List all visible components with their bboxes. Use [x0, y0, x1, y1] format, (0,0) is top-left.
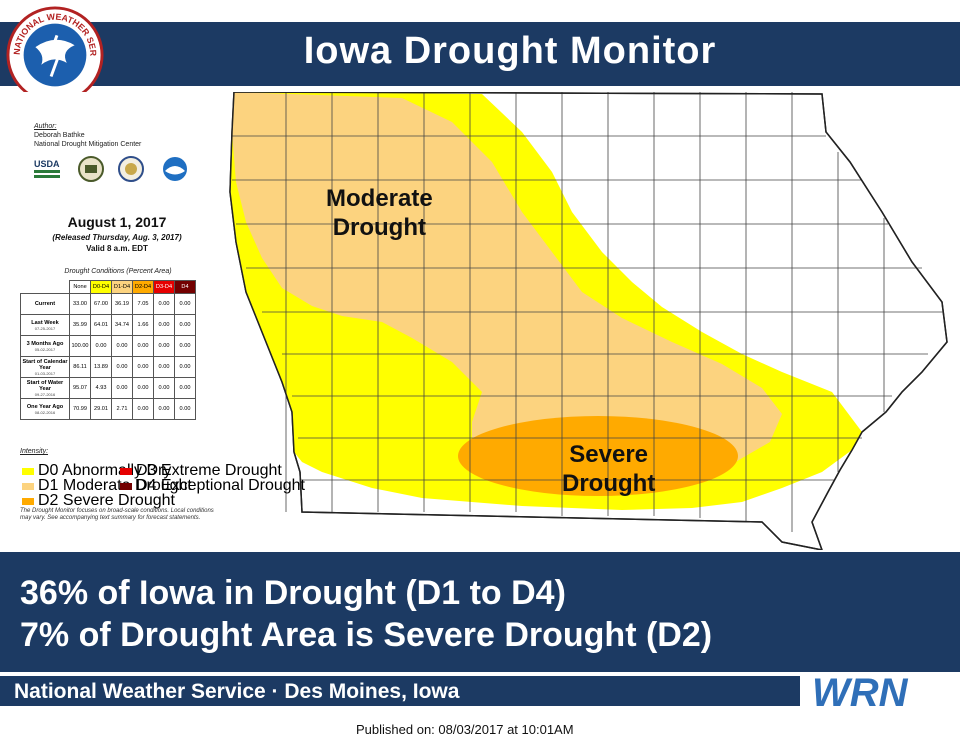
svg-text:USDA: USDA	[34, 159, 60, 169]
summary-band	[0, 552, 960, 672]
table-row: Current 33.00 67.00 36.19 7.05 0.00 0.00	[20, 293, 196, 315]
table-cell: 29.01	[90, 398, 112, 420]
legend-note: The Drought Monitor focuses on broad-sca…	[20, 508, 214, 521]
table-cell: 0.00	[153, 293, 175, 315]
table-row: One Year Ago 08-02-2016 70.99 29.01 2.71 0.00…	[20, 398, 196, 420]
legend-item-d1: D1 Moderate Drought	[22, 477, 192, 495]
table-cell: 0.00	[174, 314, 196, 336]
legend-item-d3: D3 Extreme Drought	[120, 462, 282, 480]
col-header: D1-D4	[111, 280, 133, 294]
table-cell: 95.07	[69, 377, 91, 399]
legend-item-d2: D2 Severe Drought	[22, 492, 175, 510]
table-cell: 0.00	[132, 356, 154, 378]
table-cell: 100.00	[69, 335, 91, 357]
table-cell: 4.93	[90, 377, 112, 399]
table-cell: 0.00	[111, 377, 133, 399]
moderate-drought-label: Moderate Drought	[326, 185, 433, 241]
table-cell: 35.99	[69, 314, 91, 336]
table-cell: 13.89	[90, 356, 112, 378]
county-lines	[232, 92, 944, 532]
col-header: D3-D4	[153, 280, 175, 294]
table-cell: 0.00	[132, 398, 154, 420]
col-header: D4	[174, 280, 196, 294]
table-cell: 34.74	[111, 314, 133, 336]
wrn-logo: WRN	[812, 671, 909, 712]
map-date: August 1, 2017	[67, 214, 167, 230]
released-text: (Released Thursday, Aug. 3, 2017)	[52, 233, 182, 242]
table-cell: 0.00	[153, 314, 175, 336]
row-label: Start of Water Year 09-27-2016	[20, 377, 70, 399]
row-label: 3 Months Ago 05-02-2017	[20, 335, 70, 357]
table-cell: 0.00	[174, 335, 196, 357]
col-header: D0-D4	[90, 280, 112, 294]
doc-seal-icon	[118, 156, 144, 182]
table-cell: 0.00	[174, 398, 196, 420]
legend: Intensity:	[20, 448, 230, 459]
table-cell: 1.66	[132, 314, 154, 336]
table-cell: 0.00	[90, 335, 112, 357]
office-name: National Weather Service · Des Moines, I…	[14, 680, 460, 703]
ndmc-seal-icon	[78, 156, 104, 182]
table-cell: 36.19	[111, 293, 133, 315]
legend-item-d0: D0 Abnormally Dry	[22, 462, 171, 480]
row-label: Start of Calendar Year 01-03-2017	[20, 356, 70, 378]
footer-strip	[0, 676, 800, 706]
page-title: Iowa Drought Monitor	[303, 30, 717, 72]
table-cell: 0.00	[132, 377, 154, 399]
table-cell: 2.71	[111, 398, 133, 420]
d2-severe-drought-area	[458, 416, 738, 496]
row-label: Last Week 07-25-2017	[20, 314, 70, 336]
table-corner	[21, 281, 70, 294]
table-cell: 0.00	[153, 377, 175, 399]
table-cell: 86.11	[69, 356, 91, 378]
summary-line-2: 7% of Drought Area is Severe Drought (D2…	[20, 616, 713, 654]
table-cell: 70.99	[69, 398, 91, 420]
published-timestamp: Published on: 08/03/2017 at 10:01AM	[356, 722, 574, 737]
table-cell: 0.00	[111, 356, 133, 378]
row-label: Current	[20, 293, 70, 315]
table-cell: 0.00	[132, 335, 154, 357]
severe-drought-label: Severe Drought	[562, 441, 656, 497]
legend-item-d4: D4 Exceptional Drought	[120, 477, 305, 495]
table-cell: 0.00	[174, 356, 196, 378]
date-block: August 1, 2017 (Released Thursday, Aug. …	[20, 214, 214, 253]
table-cell: 0.00	[153, 335, 175, 357]
col-header: None	[69, 280, 91, 294]
table-caption: Drought Conditions (Percent Area)	[64, 268, 172, 275]
legend-title: Intensity:	[20, 448, 49, 455]
table-cell: 0.00	[174, 377, 196, 399]
col-header: D2-D4	[132, 280, 154, 294]
usda-logo: USDA	[34, 156, 60, 182]
table-row: Start of Water Year 09-27-2016 95.07 4.93 0.…	[20, 377, 196, 399]
table-row: Start of Calendar Year 01-03-2017 86.11 13.…	[20, 356, 196, 378]
table-cell: 64.01	[90, 314, 112, 336]
svg-text:WRN: WRN	[812, 671, 909, 712]
nws-logo: NATIONAL WEATHER SERVICE	[6, 6, 104, 104]
author-block: Author: Deborah Bathke National Drought …	[34, 123, 142, 148]
d1-moderate-drought-area	[232, 92, 782, 488]
table-header-row: None D0-D4 D1-D4 D2-D4 D3-D4 D4	[21, 280, 196, 294]
valid-text: Valid 8 a.m. EDT	[86, 244, 148, 253]
table-row: 3 Months Ago 05-02-2017 100.00 0.00 0.00 0.00…	[20, 335, 196, 357]
table-cell: 0.00	[174, 293, 196, 315]
table-cell: 0.00	[111, 335, 133, 357]
table-cell: 0.00	[153, 356, 175, 378]
title-banner	[0, 22, 960, 86]
iowa-drought-map	[229, 92, 948, 550]
table-cell: 67.00	[90, 293, 112, 315]
noaa-logo-icon	[162, 156, 188, 182]
drought-stats-table: None D0-D4 D1-D4 D2-D4 D3-D4 D4 Current 3…	[20, 280, 196, 420]
table-row: Last Week 07-25-2017 35.99 64.01 34.74 1.66 0.…	[20, 314, 196, 336]
summary-line-1: 36% of Iowa in Drought (D1 to D4)	[20, 574, 566, 612]
table-cell: 0.00	[153, 398, 175, 420]
row-label: One Year Ago 08-02-2016	[20, 398, 70, 420]
table-cell: 7.05	[132, 293, 154, 315]
table-cell: 33.00	[69, 293, 91, 315]
